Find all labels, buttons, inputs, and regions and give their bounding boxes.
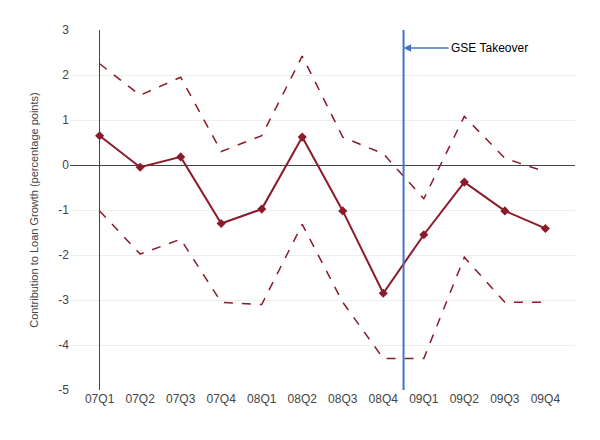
svg-text:08Q4: 08Q4 (369, 392, 399, 406)
svg-text:08Q2: 08Q2 (288, 392, 318, 406)
svg-text:1: 1 (62, 113, 69, 127)
svg-text:GSE Takeover: GSE Takeover (451, 41, 528, 55)
svg-text:-4: -4 (58, 338, 69, 352)
svg-text:3: 3 (62, 23, 69, 37)
svg-text:09Q3: 09Q3 (490, 392, 520, 406)
svg-text:08Q1: 08Q1 (247, 392, 277, 406)
svg-text:09Q2: 09Q2 (450, 392, 480, 406)
svg-text:2: 2 (62, 68, 69, 82)
svg-text:07Q2: 07Q2 (125, 392, 155, 406)
svg-text:-2: -2 (58, 248, 69, 262)
svg-text:Contribution to Loan Growth (p: Contribution to Loan Growth (percentage … (28, 92, 40, 327)
svg-text:-5: -5 (58, 383, 69, 397)
svg-text:07Q3: 07Q3 (166, 392, 196, 406)
svg-text:0: 0 (62, 158, 69, 172)
svg-text:-3: -3 (58, 293, 69, 307)
svg-text:09Q4: 09Q4 (531, 392, 561, 406)
svg-text:09Q1: 09Q1 (409, 392, 439, 406)
svg-text:08Q3: 08Q3 (328, 392, 358, 406)
svg-text:07Q1: 07Q1 (85, 392, 115, 406)
svg-text:07Q4: 07Q4 (207, 392, 237, 406)
svg-text:-1: -1 (58, 203, 69, 217)
